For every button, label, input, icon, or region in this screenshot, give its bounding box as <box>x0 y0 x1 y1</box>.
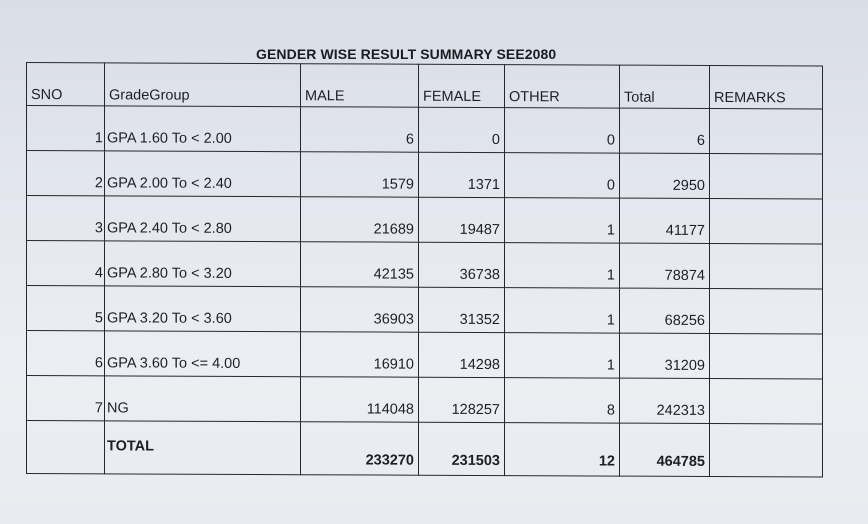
cell-total: 6 <box>619 108 710 154</box>
cell-other: 0 <box>504 107 620 154</box>
cell-other: 0 <box>504 152 620 199</box>
cell-grade-group: GPA 2.40 To < 2.80 <box>104 195 301 242</box>
cell-grade-group: GPA 1.60 To < 2.00 <box>104 105 301 152</box>
cell-sno: 7 <box>26 375 105 421</box>
cell-male: 21689 <box>300 196 419 243</box>
cell-total: 78874 <box>619 243 710 289</box>
cell-grade-group: GPA 3.60 To <= 4.00 <box>104 330 301 377</box>
table-row: 1 GPA 1.60 To < 2.00 6 0 0 6 <box>26 105 823 154</box>
cell-female: 36738 <box>418 242 505 288</box>
table-row: 3 GPA 2.40 To < 2.80 21689 19487 1 41177 <box>26 195 823 244</box>
total-label: TOTAL <box>104 420 301 475</box>
cell-female: 1371 <box>418 152 505 198</box>
cell-total: 68256 <box>619 288 710 334</box>
cell-sno: 3 <box>26 195 105 241</box>
cell-female: 31352 <box>418 287 505 333</box>
cell-male: 36903 <box>300 286 419 333</box>
header-other: OTHER <box>504 64 620 109</box>
table-header-row: SNO GradeGroup MALE FEMALE OTHER Total R… <box>26 62 823 109</box>
cell-other: 1 <box>504 242 620 289</box>
header-remarks: REMARKS <box>709 65 823 109</box>
total-remarks <box>709 423 823 477</box>
cell-male: 1579 <box>300 151 419 198</box>
result-summary-table: SNO GradeGroup MALE FEMALE OTHER Total R… <box>26 62 823 477</box>
table-row: 5 GPA 3.20 To < 3.60 36903 31352 1 68256 <box>26 285 823 334</box>
total-female: 231503 <box>418 422 505 476</box>
table-row: 7 NG 114048 128257 8 242313 <box>26 375 823 424</box>
cell-grade-group: NG <box>104 375 301 422</box>
header-sno: SNO <box>26 62 105 106</box>
cell-sno: 5 <box>26 285 105 331</box>
header-grade-group: GradeGroup <box>104 62 301 107</box>
total-other: 12 <box>504 422 620 477</box>
cell-remarks <box>709 333 823 379</box>
cell-total: 2950 <box>619 153 710 199</box>
header-total: Total <box>619 65 710 109</box>
cell-sno: 6 <box>26 330 105 376</box>
cell-female: 0 <box>418 107 505 153</box>
cell-sno <box>26 420 105 474</box>
cell-remarks <box>709 153 823 199</box>
cell-grade-group: GPA 3.20 To < 3.60 <box>104 285 301 332</box>
cell-male: 16910 <box>300 331 419 378</box>
cell-remarks <box>709 378 823 424</box>
header-male: MALE <box>300 63 419 108</box>
cell-male: 6 <box>300 106 419 153</box>
total-male: 233270 <box>300 421 419 476</box>
cell-total: 242313 <box>619 378 710 424</box>
cell-sno: 2 <box>26 150 105 196</box>
total-total: 464785 <box>619 423 710 477</box>
table-row: 2 GPA 2.00 To < 2.40 1579 1371 0 2950 <box>26 150 823 199</box>
cell-other: 8 <box>504 377 620 424</box>
cell-grade-group: GPA 2.00 To < 2.40 <box>104 150 301 197</box>
cell-male: 42135 <box>300 241 419 288</box>
table-row: 4 GPA 2.80 To < 3.20 42135 36738 1 78874 <box>26 240 823 289</box>
table-row: 6 GPA 3.60 To <= 4.00 16910 14298 1 3120… <box>26 330 823 379</box>
cell-female: 19487 <box>418 197 505 243</box>
document-title: GENDER WISE RESULT SUMMARY SEE2080 <box>256 46 557 62</box>
cell-other: 1 <box>504 197 620 244</box>
header-female: FEMALE <box>418 64 505 108</box>
cell-remarks <box>709 288 823 334</box>
cell-remarks <box>709 243 823 289</box>
cell-sno: 1 <box>26 105 105 151</box>
cell-male: 114048 <box>300 376 419 423</box>
cell-remarks <box>709 108 823 154</box>
cell-other: 1 <box>504 332 620 379</box>
cell-female: 14298 <box>418 332 505 378</box>
total-row: TOTAL 233270 231503 12 464785 <box>26 420 823 477</box>
cell-sno: 4 <box>26 240 105 286</box>
cell-female: 128257 <box>418 377 505 423</box>
cell-grade-group: GPA 2.80 To < 3.20 <box>104 240 301 287</box>
cell-other: 1 <box>504 287 620 334</box>
cell-total: 41177 <box>619 198 710 244</box>
cell-total: 31209 <box>619 333 710 379</box>
cell-remarks <box>709 198 823 244</box>
